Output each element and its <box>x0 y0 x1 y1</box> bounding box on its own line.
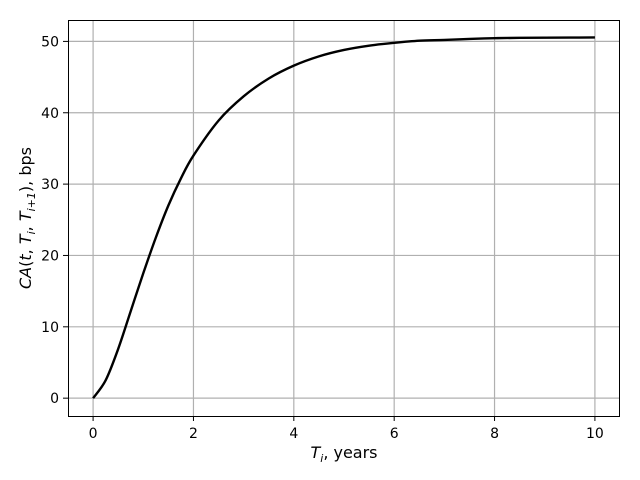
x-axis-ticks: 0 2 4 6 8 10 <box>89 416 604 442</box>
grid <box>68 20 620 416</box>
x-tick-label: 8 <box>490 426 499 442</box>
x-axis-label: Ti, years <box>310 443 377 465</box>
x-tick-label: 0 <box>89 426 98 442</box>
series-line <box>92 36 595 399</box>
y-label-part: , <box>16 244 35 254</box>
y-tick-label: 30 <box>41 177 59 193</box>
y-tick-label: 10 <box>41 320 59 336</box>
y-label-part: ), bps <box>16 147 35 192</box>
x-label-text: , years <box>323 443 377 462</box>
y-tick-label: 20 <box>41 248 59 264</box>
x-label-subscript: i <box>320 452 323 465</box>
series-layer <box>92 36 595 399</box>
y-label-part: , <box>16 221 35 231</box>
y-label-part: CA <box>16 267 35 289</box>
y-label-part: ( <box>16 261 35 267</box>
y-label-part: T <box>16 210 35 221</box>
x-tick-label: 2 <box>189 426 198 442</box>
x-label-symbol: T <box>310 443 321 462</box>
plot-frame <box>68 20 620 417</box>
x-tick-label: 10 <box>586 426 604 442</box>
y-tick-label: 50 <box>41 34 59 50</box>
y-tick-label: 40 <box>41 106 59 122</box>
x-tick-label: 6 <box>390 426 399 442</box>
y-label-part: t <box>16 254 35 261</box>
y-tick-label: 0 <box>50 391 59 407</box>
y-label-part: i <box>25 231 38 234</box>
x-tick-label: 4 <box>289 426 298 442</box>
y-axis-label: CA(t, Ti, Ti+1), bps <box>16 147 38 289</box>
y-axis-ticks: 0 10 20 30 40 50 <box>41 34 68 407</box>
y-label-part: i+1 <box>25 192 38 211</box>
y-label-part: T <box>16 233 35 244</box>
